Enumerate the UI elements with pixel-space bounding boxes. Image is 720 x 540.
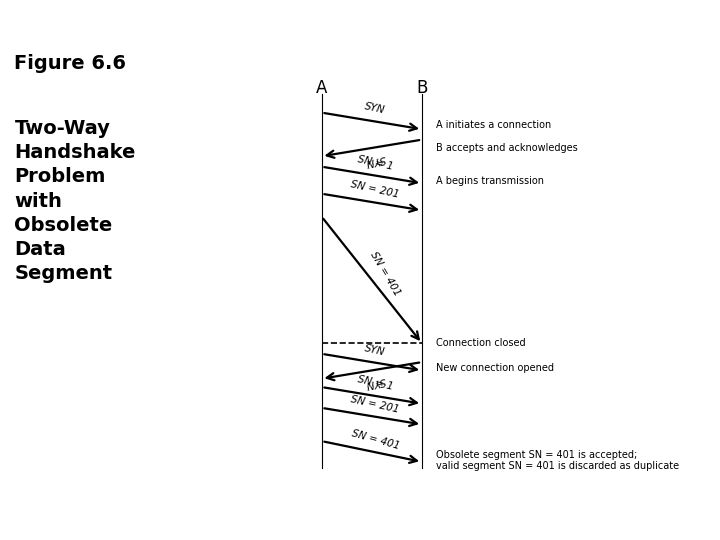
Text: SN = 1: SN = 1 [356, 374, 394, 392]
Text: A: A [316, 79, 328, 97]
Text: SN = 201: SN = 201 [350, 180, 400, 200]
Text: SN = 1: SN = 1 [356, 154, 394, 172]
Text: Two-Way
Handshake
Problem
with
Obsolete
Data
Segment: Two-Way Handshake Problem with Obsolete … [14, 119, 136, 284]
Text: New connection opened: New connection opened [436, 363, 554, 373]
Text: Obsolete segment SN = 401 is accepted;
valid segment SN = 401 is discarded as du: Obsolete segment SN = 401 is accepted; v… [436, 450, 679, 471]
Text: SN = 201: SN = 201 [350, 394, 400, 414]
Text: SYN: SYN [364, 153, 386, 167]
Text: SN = 401: SN = 401 [368, 250, 402, 298]
Text: B: B [416, 79, 428, 97]
Text: SYN: SYN [364, 375, 386, 390]
Text: Figure 6.6: Figure 6.6 [14, 54, 127, 73]
Text: Connection closed: Connection closed [436, 339, 526, 348]
Text: SYN: SYN [364, 102, 386, 116]
Text: SYN: SYN [364, 343, 386, 357]
Text: A initiates a connection: A initiates a connection [436, 120, 552, 130]
Text: SN = 401: SN = 401 [351, 428, 401, 451]
Text: A begins transmission: A begins transmission [436, 176, 544, 186]
Text: B accepts and acknowledges: B accepts and acknowledges [436, 143, 577, 153]
